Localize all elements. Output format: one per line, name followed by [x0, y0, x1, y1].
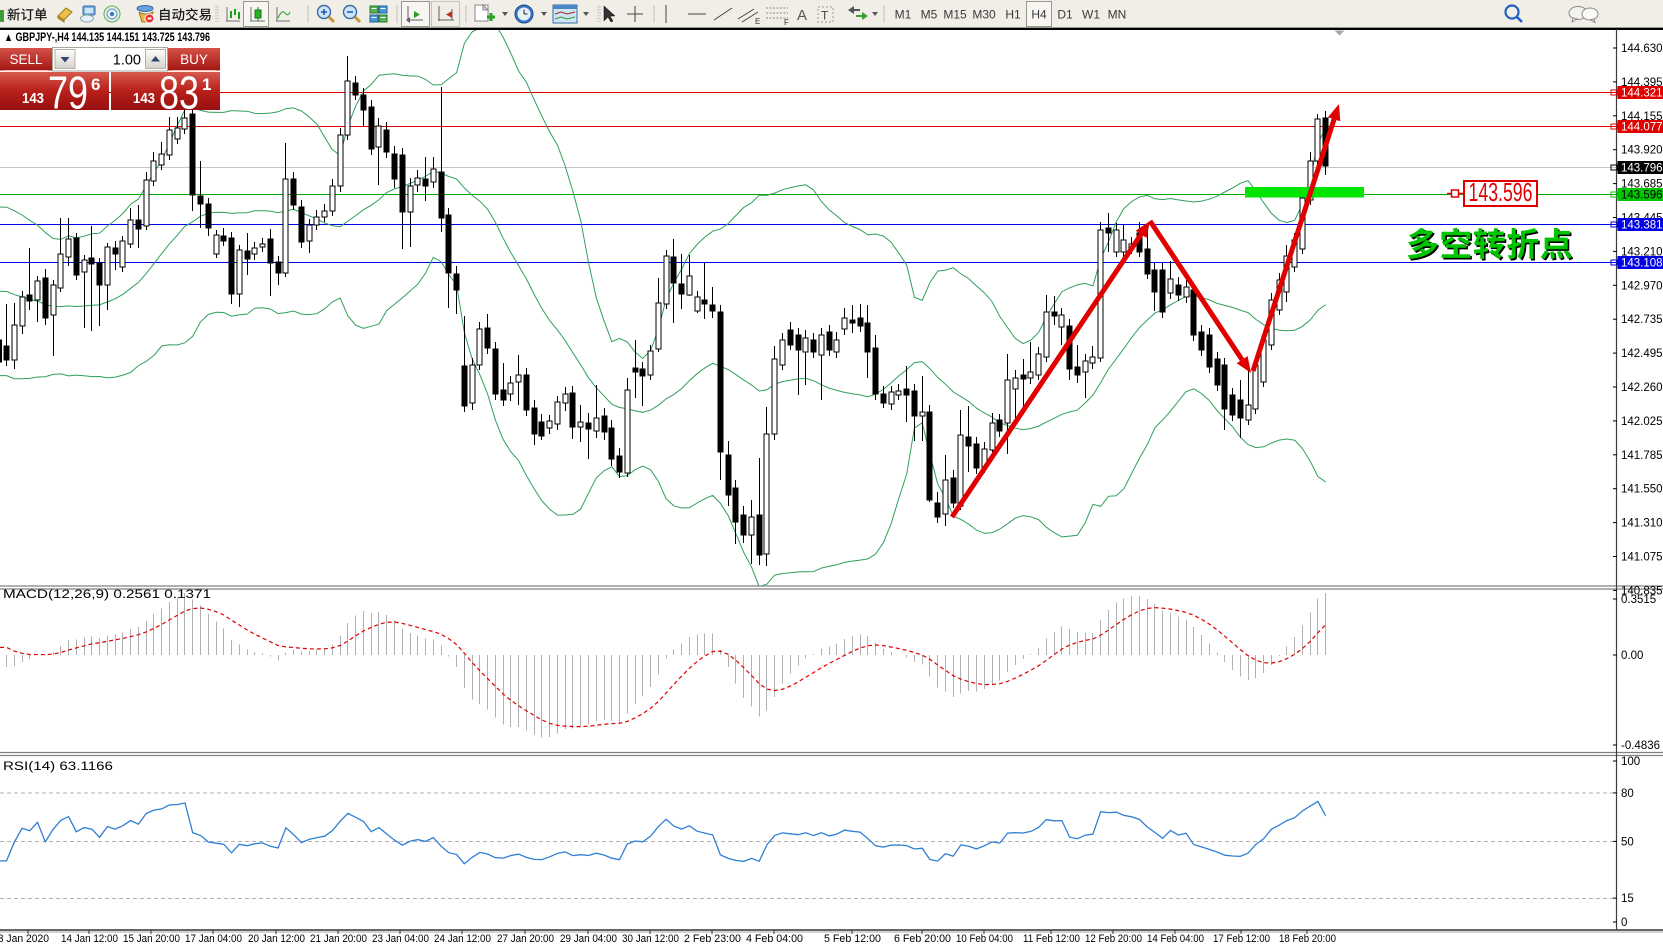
svg-text:15 Jan 20:00: 15 Jan 20:00 — [123, 933, 180, 945]
svg-text:1.00: 1.00 — [113, 53, 141, 69]
svg-text:79: 79 — [48, 67, 88, 116]
svg-text:M15: M15 — [943, 8, 967, 22]
svg-text:BUY: BUY — [180, 52, 208, 67]
svg-text:T: T — [821, 9, 829, 23]
svg-text:21 Jan 20:00: 21 Jan 20:00 — [310, 933, 367, 945]
svg-text:143.381: 143.381 — [1621, 220, 1663, 232]
svg-text:142.025: 142.025 — [1621, 416, 1663, 428]
svg-text:143.920: 143.920 — [1621, 145, 1663, 157]
svg-text:H1: H1 — [1005, 8, 1021, 22]
svg-text:14 Feb 04:00: 14 Feb 04:00 — [1147, 933, 1204, 945]
svg-text:141.075: 141.075 — [1621, 552, 1663, 564]
svg-text:80: 80 — [1621, 788, 1634, 800]
svg-text:27 Jan 20:00: 27 Jan 20:00 — [497, 933, 554, 945]
svg-text:142.495: 142.495 — [1621, 348, 1663, 360]
svg-text:-0.4836: -0.4836 — [1621, 740, 1660, 752]
svg-text:5 Feb 12:00: 5 Feb 12:00 — [824, 933, 881, 945]
svg-text:18 Feb 20:00: 18 Feb 20:00 — [1279, 933, 1336, 945]
svg-text:RSI(14) 63.1166: RSI(14) 63.1166 — [3, 761, 113, 773]
svg-text:144.395: 144.395 — [1621, 77, 1663, 89]
svg-text:M5: M5 — [921, 8, 938, 22]
svg-text:MN: MN — [1108, 8, 1127, 22]
svg-text:A: A — [797, 7, 807, 24]
svg-text:20 Jan 12:00: 20 Jan 12:00 — [248, 933, 305, 945]
svg-text:4 Feb 04:00: 4 Feb 04:00 — [746, 933, 803, 945]
svg-text:141.785: 141.785 — [1621, 450, 1663, 462]
svg-text:11 Feb 12:00: 11 Feb 12:00 — [1023, 933, 1080, 945]
svg-text:M1: M1 — [895, 8, 912, 22]
svg-text:W1: W1 — [1082, 8, 1100, 22]
svg-text:143: 143 — [22, 90, 44, 107]
svg-text:6 Feb 20:00: 6 Feb 20:00 — [894, 933, 951, 945]
svg-text:2 Feb 23:00: 2 Feb 23:00 — [684, 933, 741, 945]
svg-text:0.3515: 0.3515 — [1621, 594, 1656, 606]
svg-text:144.077: 144.077 — [1621, 122, 1663, 134]
svg-text:144.155: 144.155 — [1621, 111, 1663, 123]
svg-text:143.210: 143.210 — [1621, 246, 1663, 258]
svg-text:141.550: 141.550 — [1621, 484, 1663, 496]
svg-text:23 Jan 04:00: 23 Jan 04:00 — [372, 933, 429, 945]
svg-text:6: 6 — [91, 75, 100, 94]
svg-text:142.260: 142.260 — [1621, 382, 1663, 394]
svg-text:1: 1 — [202, 75, 211, 94]
svg-text:17 Jan 04:00: 17 Jan 04:00 — [185, 933, 242, 945]
svg-text:F: F — [784, 18, 789, 27]
svg-text:141.310: 141.310 — [1621, 518, 1663, 530]
svg-text:144.630: 144.630 — [1621, 43, 1663, 55]
svg-text:SELL: SELL — [9, 52, 43, 67]
svg-text:142.735: 142.735 — [1621, 314, 1663, 326]
svg-text:143.596: 143.596 — [1621, 190, 1663, 202]
svg-text:D1: D1 — [1057, 8, 1073, 22]
svg-text:83: 83 — [159, 67, 199, 116]
svg-text:142.970: 142.970 — [1621, 280, 1663, 292]
svg-text:144.321: 144.321 — [1621, 88, 1663, 100]
svg-text:17 Feb 12:00: 17 Feb 12:00 — [1213, 933, 1270, 945]
svg-text:▲ GBPJPY-,H4 144.135 144.151: ▲ GBPJPY-,H4 144.135 144.151 143.725 143… — [4, 32, 210, 44]
svg-text:M30: M30 — [972, 8, 996, 22]
svg-text:29 Jan 04:00: 29 Jan 04:00 — [560, 933, 617, 945]
svg-text:143.796: 143.796 — [1621, 163, 1663, 175]
svg-text:140.835: 140.835 — [1621, 585, 1663, 597]
svg-text:MACD(12,26,9) 0.2561 0.1371: MACD(12,26,9) 0.2561 0.1371 — [3, 589, 211, 601]
svg-text:0: 0 — [1621, 917, 1627, 929]
svg-text:13 Jan 2020: 13 Jan 2020 — [0, 933, 49, 945]
svg-text:15: 15 — [1621, 893, 1634, 905]
svg-text:143: 143 — [133, 90, 155, 107]
svg-text:143.596: 143.596 — [1469, 177, 1533, 207]
svg-text:30 Jan 12:00: 30 Jan 12:00 — [622, 933, 679, 945]
svg-text:12 Feb 20:00: 12 Feb 20:00 — [1085, 933, 1142, 945]
svg-text:143.685: 143.685 — [1621, 179, 1663, 191]
svg-text:10 Feb 04:00: 10 Feb 04:00 — [956, 933, 1013, 945]
svg-text:24 Jan 12:00: 24 Jan 12:00 — [434, 933, 491, 945]
svg-text:100: 100 — [1621, 756, 1640, 768]
svg-text:0.00: 0.00 — [1621, 650, 1643, 662]
svg-text:143.108: 143.108 — [1621, 258, 1663, 270]
svg-text:14 Jan 12:00: 14 Jan 12:00 — [61, 933, 118, 945]
svg-text:E: E — [755, 17, 760, 26]
svg-text:50: 50 — [1621, 836, 1634, 848]
svg-text:H4: H4 — [1031, 8, 1047, 22]
